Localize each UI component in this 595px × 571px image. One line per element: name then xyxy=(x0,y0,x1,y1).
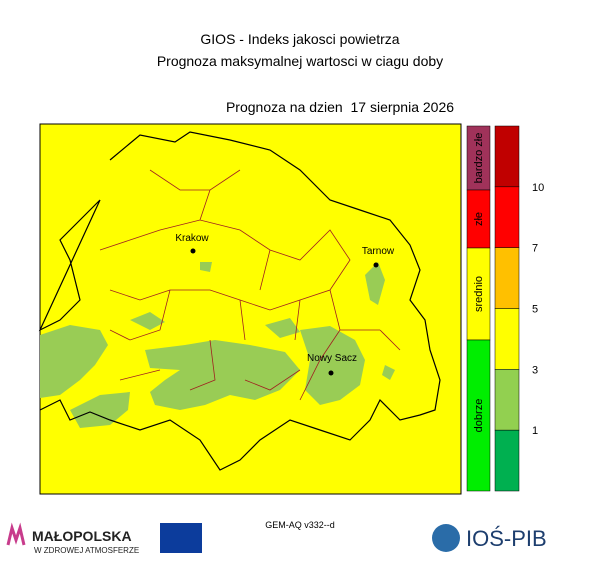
green-areas xyxy=(40,262,395,428)
subtitle: Prognoza maksymalnej wartosci w ciagu do… xyxy=(157,53,443,69)
model-version: GEM-AQ v332--d xyxy=(265,520,335,530)
scale-band xyxy=(494,369,520,431)
category-label: srednio xyxy=(473,276,485,312)
forecast-date: Prognoza na dzien 17 sierpnia 2026 xyxy=(226,99,454,115)
map: Krakow Tarnow Nowy Sacz xyxy=(38,123,462,495)
category-label: złe xyxy=(473,212,485,226)
city-label: Krakow xyxy=(175,233,209,244)
category-label: bardzo złe xyxy=(473,133,485,184)
scale-label: 10 xyxy=(532,182,544,194)
category-band xyxy=(466,339,491,492)
title: GIOS - Indeks jakosci powietrza xyxy=(200,31,399,47)
scale-label: 1 xyxy=(532,425,538,437)
eu-life-logo xyxy=(160,523,202,553)
city-dot xyxy=(373,262,379,268)
scale-label: 3 xyxy=(532,364,538,376)
city-label: Nowy Sacz xyxy=(307,353,357,364)
category-label: dobrze xyxy=(473,399,485,433)
city-dot xyxy=(190,248,196,254)
scale-band xyxy=(494,125,520,188)
map-frame xyxy=(39,123,462,495)
city-dot xyxy=(328,370,334,376)
logo-malopolska: MAŁOPOLSKA W ZDROWEJ ATMOSFERZE xyxy=(6,522,139,555)
city-label: Tarnow xyxy=(362,246,395,257)
legend: bardzo złe złe srednio dobrze 10 7 5 3 1 xyxy=(466,125,544,492)
logo-right-text: IOŚ-PIB xyxy=(466,526,547,551)
logo-left-subtext: W ZDROWEJ ATMOSFERZE xyxy=(34,546,139,555)
logo-left-text: MAŁOPOLSKA xyxy=(32,528,132,544)
scale-band xyxy=(494,308,520,370)
scale-band xyxy=(494,186,520,248)
scale-band xyxy=(494,429,520,492)
ios-logo-icon xyxy=(432,524,460,552)
scale-label: 5 xyxy=(532,304,538,316)
scale-label: 7 xyxy=(532,243,538,255)
scale-band xyxy=(494,247,520,309)
